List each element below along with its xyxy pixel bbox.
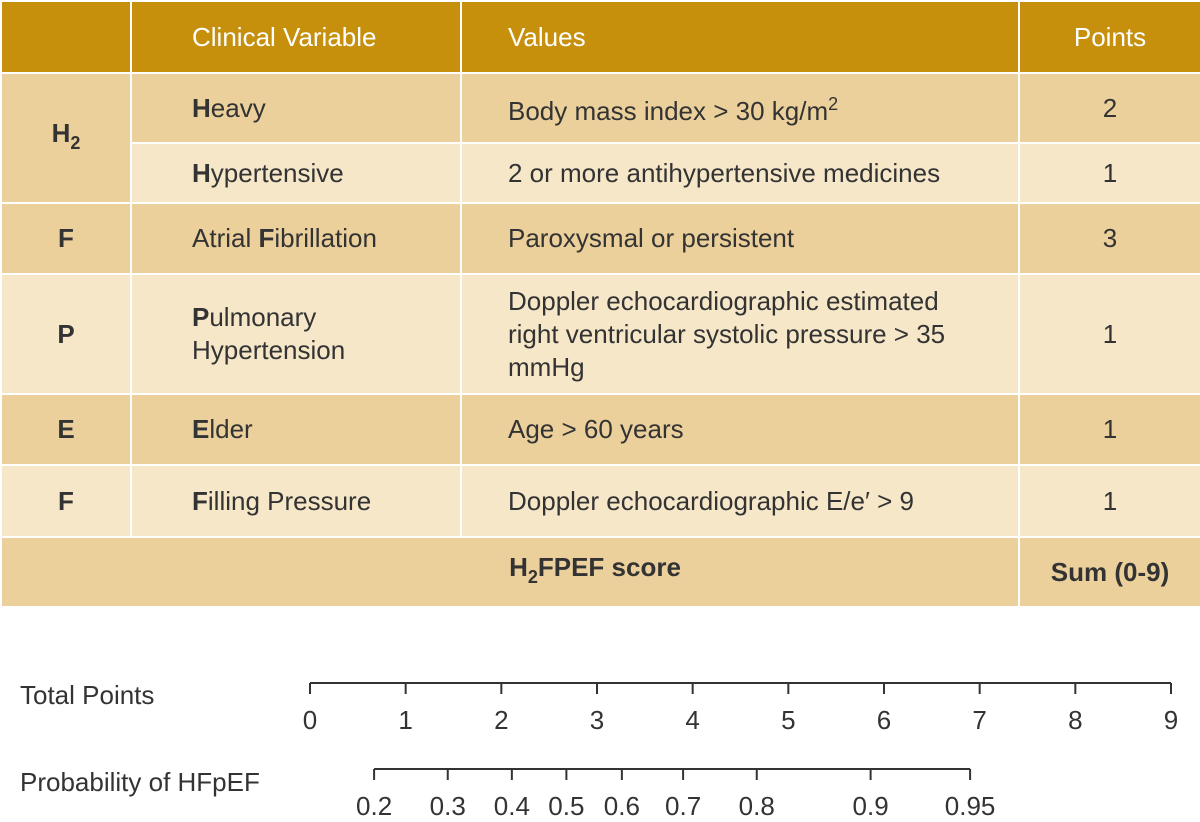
table-row: E Elder Age > 60 years 1: [0, 393, 1200, 466]
criteria-value: Body mass index > 30 kg/m2: [460, 72, 1020, 144]
points: 1: [1018, 142, 1200, 204]
text-run: ypertensive: [210, 157, 344, 188]
criteria-value: 2 or more antihypertensive medicines: [460, 142, 1020, 204]
text-run: 2: [527, 566, 538, 587]
text-run: ulmonary Hypertension: [192, 302, 346, 365]
text-run: H: [192, 92, 211, 123]
text-run: 2: [828, 94, 839, 114]
table-row: F Filling Pressure Doppler echocardiograph…: [0, 464, 1200, 538]
axis-label: Total Points: [20, 680, 154, 710]
text-run: 2: [70, 132, 81, 153]
header-cell: [0, 0, 132, 74]
header-cell: Values: [460, 0, 1020, 74]
text-run: P: [57, 318, 75, 349]
text-run: lder: [209, 414, 253, 444]
clinical-variable: Atrial Fibrillation: [130, 202, 462, 275]
text-run: Body mass index > 30 kg/m: [508, 96, 829, 126]
tick-label: 0.6: [604, 791, 640, 821]
table-body: Clinical Variable Values Points H2 Heavy Body…: [0, 0, 1200, 608]
text-run: F: [58, 485, 74, 516]
criteria-value: Paroxysmal or persistent: [460, 202, 1020, 275]
text-run: eavy: [210, 92, 266, 123]
text-run: Doppler echocardiographic E/e′ > 9: [508, 485, 914, 516]
tick-label: 8: [1068, 705, 1082, 735]
tick-label: 0.8: [739, 791, 775, 821]
clinical-variable: Hypertensive: [130, 142, 462, 204]
tick-label: 1: [398, 705, 412, 735]
group-letter: F: [0, 202, 132, 275]
tick-label: 2: [494, 705, 508, 735]
group-letter: H2: [0, 72, 132, 204]
text-run: H: [51, 117, 71, 148]
text-run: H: [192, 157, 211, 188]
header-cell: Points: [1018, 0, 1200, 74]
tick-label: 3: [590, 705, 604, 735]
text-run: Atrial: [192, 223, 259, 253]
text-run: E: [57, 414, 75, 444]
text-run: E: [192, 414, 210, 444]
text-run: Doppler echocardiographic estimated righ…: [508, 285, 946, 382]
clinical-variable: Pulmonary Hypertension: [130, 273, 462, 395]
score-sum: Sum (0-9): [1018, 536, 1200, 608]
text-run: illing Pressure: [207, 485, 372, 516]
clinical-variable: Filling Pressure: [130, 464, 462, 538]
group-letter: P: [0, 273, 132, 395]
points: 1: [1018, 464, 1200, 538]
criteria-value: Doppler echocardiographic estimated righ…: [460, 273, 1020, 395]
tick-label: 6: [877, 705, 891, 735]
table-row: Hypertensive 2 or more antihypertensive m…: [1, 142, 1200, 204]
axis-label: Probability of HFpEF: [20, 767, 260, 797]
criteria-value: Age > 60 years: [460, 393, 1020, 466]
text-run: H: [509, 551, 528, 582]
points: 1: [1018, 393, 1200, 466]
header-row: Clinical Variable Values Points: [0, 0, 1200, 74]
text-run: Age > 60 years: [508, 414, 684, 444]
points: 1: [1018, 273, 1200, 395]
clinical-variable: Heavy: [130, 72, 462, 144]
tick-label: 0.5: [548, 791, 584, 821]
text-run: FPEF score: [537, 551, 681, 582]
table-row: H2 Heavy Body mass index > 30 kg/m2 2: [0, 72, 1200, 204]
table-row: F Atrial Fibrillation Paroxysmal or persis…: [0, 202, 1200, 275]
tick-label: 5: [781, 705, 795, 735]
group-letter: E: [0, 393, 132, 466]
text-run: ibrillation: [274, 223, 377, 253]
points: 2: [1018, 72, 1200, 144]
tick-label: 9: [1164, 705, 1178, 735]
header-cell: Clinical Variable: [130, 0, 462, 74]
text-run: P: [192, 302, 210, 332]
tick-label: 0.3: [430, 791, 466, 821]
tick-label: 0.9: [853, 791, 889, 821]
group-letter: F: [0, 464, 132, 538]
criteria-value: Doppler echocardiographic E/e′ > 9: [460, 464, 1020, 538]
text-run: F: [192, 485, 208, 516]
tick-label: 0.2: [356, 791, 392, 821]
score-label: H2FPEF score: [0, 536, 1020, 608]
text-run: F: [58, 223, 74, 253]
tick-label: 0: [303, 705, 317, 735]
score-table: Clinical Variable Values Points H2 Heavy Body…: [0, 0, 1200, 608]
text-run: Paroxysmal or persistent: [508, 223, 795, 253]
table-row: P Pulmonary Hypertension Doppler echocardi…: [0, 273, 1200, 395]
tick-label: 7: [972, 705, 986, 735]
clinical-variable: Elder: [130, 393, 462, 466]
text-run: 2 or more antihypertensive medicines: [508, 157, 941, 188]
tick-label: 0.7: [665, 791, 701, 821]
tick-label: 0.95: [945, 791, 996, 821]
text-run: F: [258, 223, 275, 253]
tick-label: 0.4: [494, 791, 530, 821]
tick-label: 4: [685, 705, 699, 735]
footer-row: H2FPEF score Sum (0-9): [0, 536, 1200, 608]
